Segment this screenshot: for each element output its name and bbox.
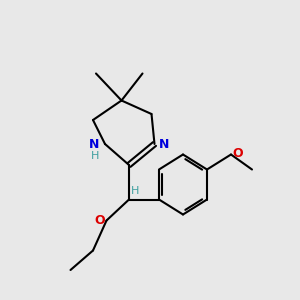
Text: O: O [94,214,105,227]
Text: H: H [130,187,139,196]
Text: N: N [159,137,169,151]
Text: O: O [232,146,243,160]
Text: H: H [91,151,100,160]
Text: N: N [89,137,100,151]
